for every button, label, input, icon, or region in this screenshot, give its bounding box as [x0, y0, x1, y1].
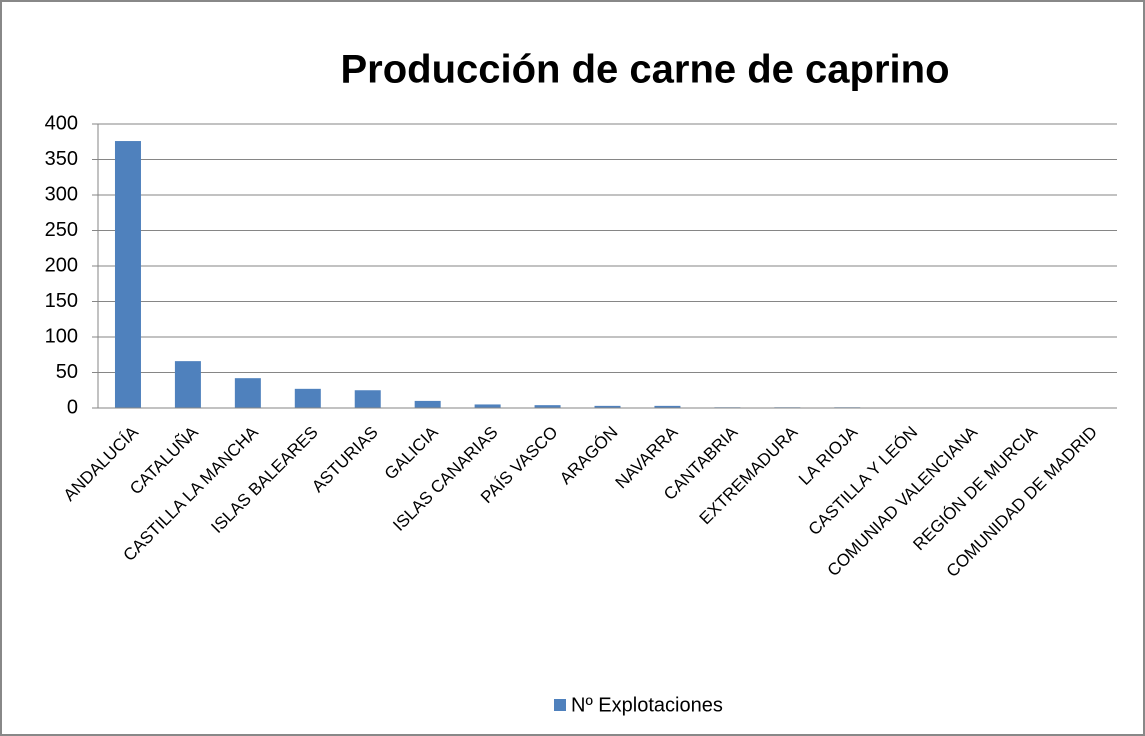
y-tick-label: 100	[45, 325, 78, 347]
y-tick-label: 300	[45, 183, 78, 205]
y-tick-label: 200	[45, 254, 78, 276]
bar	[654, 405, 681, 408]
bar	[594, 405, 621, 408]
y-tick-label: 400	[45, 112, 78, 134]
y-tick-label: 150	[45, 290, 78, 312]
legend-label: Nº Explotaciones	[571, 694, 723, 716]
bar	[294, 388, 321, 408]
y-tick-label: 50	[56, 361, 78, 383]
bar	[114, 141, 141, 409]
y-tick-label: 0	[67, 396, 78, 418]
bar	[354, 390, 381, 408]
chart-title: Producción de carne de caprino	[340, 48, 949, 92]
bar	[174, 361, 201, 408]
y-tick-label: 350	[45, 148, 78, 170]
bar	[234, 378, 261, 408]
bar	[474, 404, 501, 408]
legend-swatch	[554, 699, 566, 711]
y-tick-label: 250	[45, 219, 78, 241]
bar	[534, 405, 561, 408]
bar	[414, 400, 441, 408]
